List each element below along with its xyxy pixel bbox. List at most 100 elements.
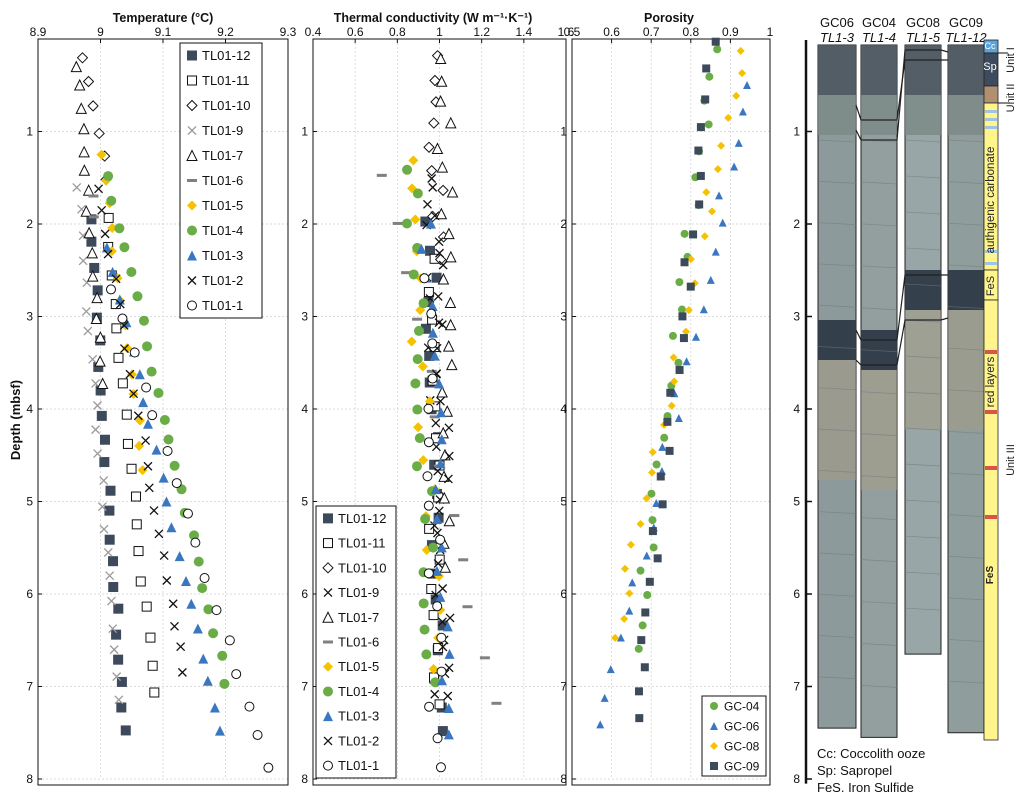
data-point bbox=[427, 327, 438, 338]
data-point bbox=[680, 229, 689, 238]
data-point bbox=[114, 223, 125, 234]
x-tick-label: 9.3 bbox=[280, 25, 297, 39]
data-point bbox=[100, 229, 110, 239]
data-point bbox=[423, 141, 435, 153]
data-point bbox=[132, 291, 143, 302]
data-point bbox=[70, 60, 83, 73]
data-point bbox=[133, 411, 143, 421]
y-tick-label: 2 bbox=[560, 217, 567, 231]
data-point bbox=[435, 591, 446, 602]
data-point bbox=[442, 621, 453, 632]
unit-label-ii: Unit II bbox=[1005, 84, 1017, 113]
x-tick-label: 0.8 bbox=[682, 25, 699, 39]
data-point bbox=[108, 556, 119, 567]
data-point bbox=[108, 582, 119, 593]
series-GC-09 bbox=[634, 37, 720, 723]
data-point bbox=[491, 701, 502, 705]
data-point bbox=[83, 326, 93, 336]
legend-marker bbox=[322, 562, 334, 574]
data-point bbox=[408, 269, 419, 280]
data-point bbox=[99, 524, 109, 534]
data-point bbox=[434, 699, 445, 710]
data-point bbox=[138, 397, 149, 408]
data-point bbox=[444, 116, 457, 129]
strat-pattern bbox=[985, 126, 997, 129]
legend-label: TL01-1 bbox=[338, 758, 379, 773]
data-point bbox=[732, 91, 741, 100]
data-point bbox=[648, 448, 657, 457]
x-tick-label: 9.2 bbox=[217, 25, 234, 39]
data-point bbox=[113, 654, 124, 665]
data-point bbox=[198, 653, 209, 664]
data-point bbox=[422, 471, 433, 482]
legend-marker bbox=[187, 50, 197, 61]
plot-frame bbox=[571, 38, 771, 786]
data-point bbox=[429, 74, 441, 87]
data-point bbox=[738, 69, 747, 78]
data-point bbox=[410, 378, 421, 389]
data-point bbox=[424, 350, 435, 361]
data-point bbox=[668, 331, 677, 340]
data-point bbox=[88, 354, 98, 364]
legend-label: TL01-4 bbox=[202, 223, 243, 238]
data-point bbox=[438, 260, 448, 270]
legend-label: TL01-7 bbox=[338, 610, 379, 625]
x-tick-label: 1 bbox=[436, 25, 443, 39]
data-point bbox=[72, 183, 82, 192]
data-point bbox=[435, 407, 446, 418]
data-point bbox=[97, 205, 107, 215]
data-point bbox=[88, 194, 99, 198]
data-point bbox=[161, 496, 172, 507]
data-point bbox=[443, 729, 454, 740]
data-point bbox=[696, 123, 705, 132]
data-point bbox=[202, 675, 213, 686]
data-point bbox=[114, 695, 124, 705]
data-point bbox=[428, 542, 439, 553]
data-point bbox=[135, 576, 146, 587]
data-point bbox=[446, 185, 459, 198]
data-point bbox=[702, 64, 711, 73]
data-point bbox=[75, 102, 88, 114]
data-point bbox=[699, 305, 708, 314]
data-point bbox=[93, 401, 102, 410]
x-tick-label: 8.9 bbox=[30, 25, 47, 39]
data-point bbox=[596, 720, 605, 729]
data-point bbox=[116, 676, 127, 687]
data-point bbox=[231, 669, 242, 680]
data-point bbox=[103, 171, 114, 182]
data-point bbox=[116, 702, 127, 713]
core-sublabel-tl1-3: TL1-3 bbox=[820, 30, 855, 45]
core-y-tick-label: 4 bbox=[793, 402, 800, 416]
core-label-gc09: GC09 bbox=[949, 15, 983, 30]
data-point bbox=[641, 608, 650, 617]
data-point bbox=[106, 195, 117, 206]
strat-pattern bbox=[985, 250, 997, 253]
legend-marker bbox=[323, 640, 333, 644]
data-point bbox=[706, 275, 715, 284]
data-point bbox=[444, 648, 455, 659]
data-point bbox=[427, 174, 437, 183]
data-point bbox=[414, 433, 425, 444]
legend-label: TL01-5 bbox=[202, 198, 243, 213]
data-point bbox=[86, 269, 99, 282]
data-point bbox=[87, 100, 99, 112]
data-point bbox=[78, 231, 88, 241]
data-point bbox=[652, 498, 661, 507]
y-tick-label: 3 bbox=[560, 310, 567, 324]
data-point bbox=[411, 461, 422, 472]
data-point bbox=[105, 571, 115, 581]
data-point bbox=[193, 556, 204, 567]
data-point bbox=[209, 702, 220, 713]
data-point bbox=[647, 489, 656, 498]
data-point bbox=[443, 474, 453, 484]
data-point bbox=[177, 667, 187, 677]
data-point bbox=[713, 165, 722, 174]
legend-marker bbox=[710, 742, 718, 750]
series-TL01-2 bbox=[94, 184, 187, 677]
data-point bbox=[686, 255, 695, 264]
data-point bbox=[435, 762, 446, 773]
data-point bbox=[424, 396, 435, 407]
data-point bbox=[142, 418, 153, 429]
data-point bbox=[692, 332, 701, 341]
